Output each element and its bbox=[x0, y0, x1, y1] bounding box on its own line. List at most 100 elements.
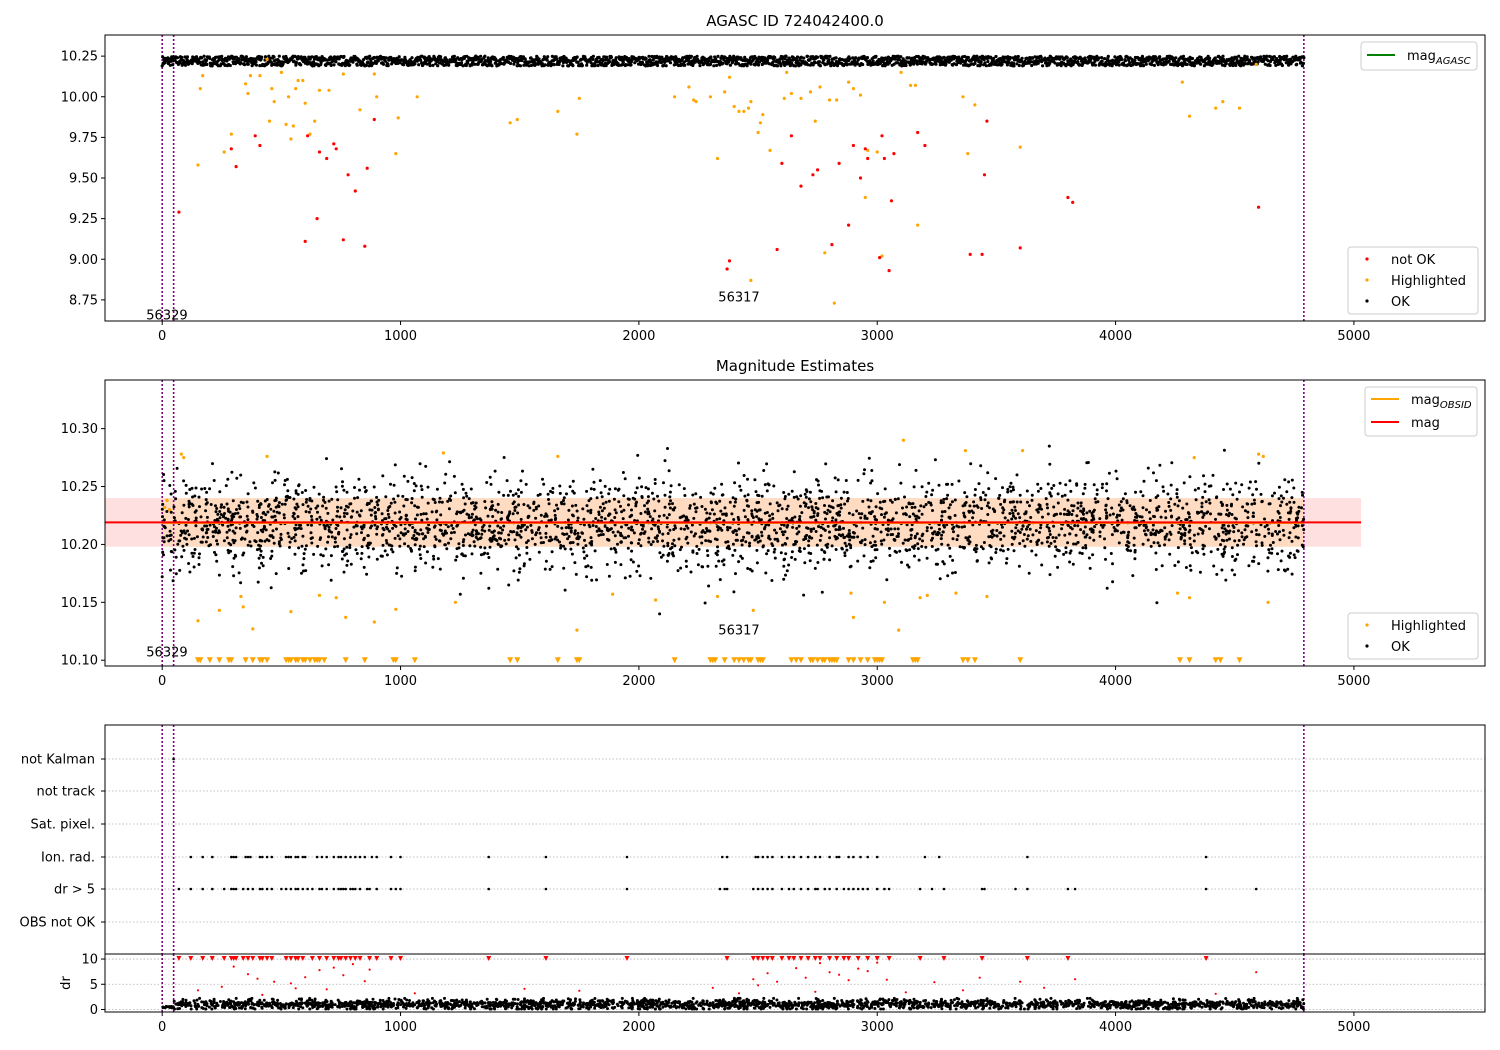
ok-point bbox=[940, 514, 944, 518]
highlighted-point bbox=[1180, 80, 1184, 84]
highlighted-point bbox=[1221, 100, 1225, 104]
ok-point bbox=[1302, 528, 1306, 532]
ok-point bbox=[411, 526, 415, 529]
ok-point bbox=[925, 526, 929, 530]
ok-point bbox=[1074, 533, 1078, 537]
ok-point bbox=[1199, 62, 1203, 66]
ok-point bbox=[505, 479, 509, 483]
ok-point bbox=[283, 60, 287, 64]
ok-point bbox=[800, 511, 804, 515]
ok-point bbox=[198, 552, 201, 556]
ok-point bbox=[834, 56, 838, 60]
ok-point bbox=[1012, 64, 1016, 68]
ok-point bbox=[174, 572, 178, 576]
ok-point bbox=[884, 527, 888, 531]
ok-point bbox=[1100, 486, 1104, 490]
ok-point bbox=[254, 63, 258, 67]
ok-point bbox=[1155, 601, 1159, 605]
highlighted-point bbox=[291, 124, 295, 128]
ok-point bbox=[805, 54, 810, 58]
ok-point bbox=[798, 504, 802, 508]
ok-point bbox=[973, 488, 977, 491]
ok-point bbox=[1009, 481, 1013, 485]
ok-point bbox=[779, 551, 783, 555]
ok-point bbox=[310, 55, 314, 59]
ok-point bbox=[457, 542, 461, 546]
highlighted-point bbox=[799, 96, 803, 100]
ok-point bbox=[1230, 568, 1234, 572]
ok-point bbox=[224, 484, 228, 488]
ok-point bbox=[1047, 544, 1051, 548]
ok-point bbox=[470, 531, 474, 534]
ok-point bbox=[329, 554, 333, 558]
ok-point bbox=[496, 567, 500, 571]
ok-point bbox=[621, 60, 625, 64]
ok-point bbox=[715, 517, 719, 521]
ok-point bbox=[238, 515, 242, 519]
ok-point bbox=[651, 58, 655, 62]
ok-point bbox=[856, 535, 860, 539]
ok-point bbox=[208, 523, 212, 527]
ok-point bbox=[269, 586, 273, 590]
ok-point bbox=[1046, 506, 1049, 510]
ok-point bbox=[1092, 483, 1096, 487]
not-ok-point bbox=[830, 243, 834, 247]
ok-point bbox=[1254, 540, 1258, 544]
ok-point bbox=[511, 502, 515, 506]
ok-point bbox=[673, 544, 677, 548]
ok-point bbox=[1120, 57, 1124, 62]
ok-point bbox=[417, 547, 421, 551]
highlighted-point bbox=[301, 78, 305, 83]
highlighted-point bbox=[201, 74, 205, 78]
ok-point bbox=[1071, 509, 1075, 513]
ok-point bbox=[1062, 512, 1066, 516]
ok-point bbox=[246, 492, 250, 496]
ok-point bbox=[1231, 493, 1235, 497]
ok-point bbox=[733, 548, 737, 552]
ok-point bbox=[844, 479, 848, 482]
ok-point bbox=[622, 494, 626, 498]
ok-point bbox=[582, 517, 586, 521]
ok-point bbox=[1025, 489, 1029, 493]
ok-point bbox=[662, 513, 666, 517]
ok-point bbox=[1023, 544, 1027, 548]
ok-point bbox=[613, 508, 617, 512]
ok-point bbox=[432, 525, 436, 529]
ok-point bbox=[1267, 548, 1271, 552]
ok-point bbox=[837, 533, 841, 537]
ok-point bbox=[682, 487, 686, 491]
ok-point bbox=[1087, 556, 1091, 560]
ok-point bbox=[360, 531, 363, 535]
ok-point bbox=[867, 456, 871, 460]
ok-point bbox=[1300, 524, 1304, 528]
ok-point bbox=[562, 566, 566, 570]
highlighted-point bbox=[782, 96, 786, 100]
ok-point bbox=[445, 547, 449, 551]
ok-point bbox=[796, 497, 800, 501]
ok-point bbox=[357, 477, 361, 481]
ok-point bbox=[205, 490, 209, 494]
not-ok-point bbox=[346, 173, 350, 177]
ok-point bbox=[986, 59, 990, 64]
ok-point bbox=[1091, 510, 1095, 514]
ok-point bbox=[516, 578, 520, 582]
ok-point bbox=[1176, 560, 1180, 564]
ok-point bbox=[393, 536, 397, 540]
ok-point bbox=[647, 499, 650, 503]
ok-point bbox=[732, 590, 736, 594]
ok-point bbox=[1021, 539, 1025, 543]
ok-point bbox=[373, 523, 377, 527]
ok-point bbox=[173, 548, 177, 552]
ok-point bbox=[333, 545, 337, 549]
ok-point bbox=[525, 525, 529, 529]
not-ok-point bbox=[863, 147, 867, 151]
ok-point bbox=[519, 535, 523, 539]
ok-point bbox=[1254, 528, 1258, 532]
ok-point bbox=[819, 525, 823, 529]
ok-point bbox=[765, 58, 770, 62]
ok-point bbox=[248, 540, 252, 544]
ok-point bbox=[1083, 486, 1087, 490]
ok-point bbox=[1041, 515, 1044, 519]
ok-point bbox=[1015, 473, 1019, 477]
ok-point bbox=[848, 57, 852, 61]
